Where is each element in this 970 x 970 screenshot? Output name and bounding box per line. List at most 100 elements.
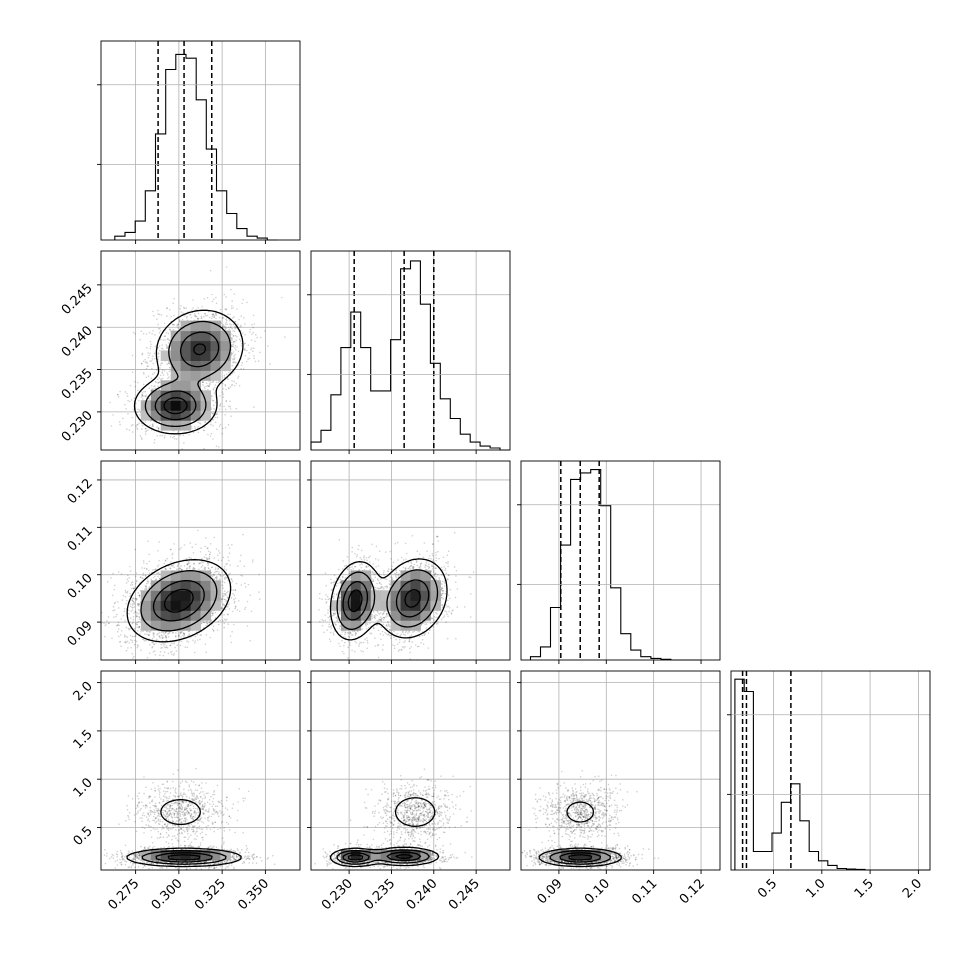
sample-point — [153, 650, 156, 652]
sample-point — [228, 552, 231, 554]
sample-point — [156, 369, 158, 371]
sample-point — [200, 566, 203, 568]
sample-point — [118, 421, 121, 423]
sample-point — [156, 634, 158, 636]
sample-point — [245, 360, 248, 363]
sample-point — [141, 352, 144, 355]
sample-point — [228, 547, 231, 549]
sample-point — [144, 575, 147, 577]
sample-point — [240, 315, 242, 317]
sample-point — [211, 315, 214, 318]
sample-point — [234, 327, 236, 330]
sample-point — [165, 637, 168, 639]
sample-point — [144, 585, 147, 587]
sample-point — [145, 585, 148, 587]
sample-point — [246, 301, 248, 304]
sample-point — [108, 622, 110, 625]
sample-point — [144, 427, 147, 430]
sample-point — [233, 598, 235, 601]
sample-point — [188, 556, 190, 559]
sample-point — [172, 328, 175, 331]
sample-point — [135, 640, 138, 643]
sample-point — [207, 433, 209, 436]
histogram-step — [310, 260, 510, 451]
sample-point — [131, 599, 134, 602]
sample-point — [208, 553, 211, 556]
sample-point — [158, 573, 161, 575]
sample-point — [197, 431, 200, 434]
sample-point — [167, 463, 169, 465]
sample-point — [166, 307, 168, 309]
sample-point — [230, 288, 232, 291]
sample-point — [227, 378, 229, 381]
sample-point — [125, 591, 127, 593]
sample-point — [179, 320, 181, 322]
sample-point — [225, 388, 228, 391]
sample-point — [146, 362, 149, 365]
sample-point — [141, 638, 144, 641]
sample-point — [162, 631, 165, 634]
sample-point — [234, 353, 236, 356]
sample-point — [148, 354, 150, 357]
sample-point — [160, 643, 163, 646]
sample-point — [197, 425, 200, 428]
sample-point — [211, 612, 214, 615]
sample-point — [125, 626, 128, 629]
sample-point — [213, 557, 215, 559]
sample-point — [215, 445, 218, 448]
sample-point — [137, 603, 139, 605]
sample-point — [148, 553, 150, 556]
sample-point — [162, 654, 164, 657]
sample-point — [218, 425, 221, 427]
sample-point — [227, 544, 230, 546]
sample-point — [258, 573, 261, 576]
histogram-1 — [307, 250, 511, 454]
sample-point — [216, 554, 219, 556]
density-cell — [170, 390, 182, 401]
sample-point — [225, 308, 227, 311]
sample-point — [205, 651, 207, 654]
sample-point — [212, 625, 215, 627]
sample-point — [208, 385, 210, 387]
sample-point — [133, 627, 136, 630]
sample-point — [208, 316, 211, 319]
sample-point — [219, 405, 221, 407]
sample-point — [135, 622, 137, 625]
density-cell — [180, 410, 192, 421]
sample-point — [241, 361, 244, 364]
sample-point — [161, 362, 163, 364]
sample-point — [182, 632, 185, 634]
density-cell — [200, 360, 211, 371]
sample-point — [217, 623, 220, 626]
y-tick-label: 0.230 — [59, 408, 96, 445]
sample-point — [211, 566, 213, 569]
sample-point — [223, 622, 226, 625]
sample-point — [226, 596, 229, 598]
sample-point — [132, 423, 134, 426]
sample-point — [219, 574, 222, 576]
sample-point — [155, 642, 157, 644]
sample-point — [203, 429, 205, 432]
sample-point — [191, 309, 193, 311]
sample-point — [222, 603, 224, 605]
sample-point — [189, 313, 192, 316]
sample-point — [215, 312, 217, 315]
sample-point — [162, 339, 165, 341]
sample-point — [145, 639, 147, 642]
sample-point — [234, 589, 237, 591]
sample-point — [136, 621, 139, 624]
sample-point — [223, 603, 225, 606]
sample-point — [239, 325, 242, 328]
sample-point — [250, 610, 253, 613]
sample-point — [129, 584, 132, 586]
sample-point — [217, 559, 220, 561]
sample-point — [180, 565, 182, 567]
sample-point — [165, 632, 167, 634]
sample-point — [231, 337, 233, 339]
sample-point — [193, 313, 196, 315]
sample-point — [203, 447, 205, 450]
sample-point — [242, 332, 244, 334]
sample-point — [234, 347, 236, 349]
sample-point — [158, 381, 161, 383]
sample-point — [148, 560, 151, 563]
